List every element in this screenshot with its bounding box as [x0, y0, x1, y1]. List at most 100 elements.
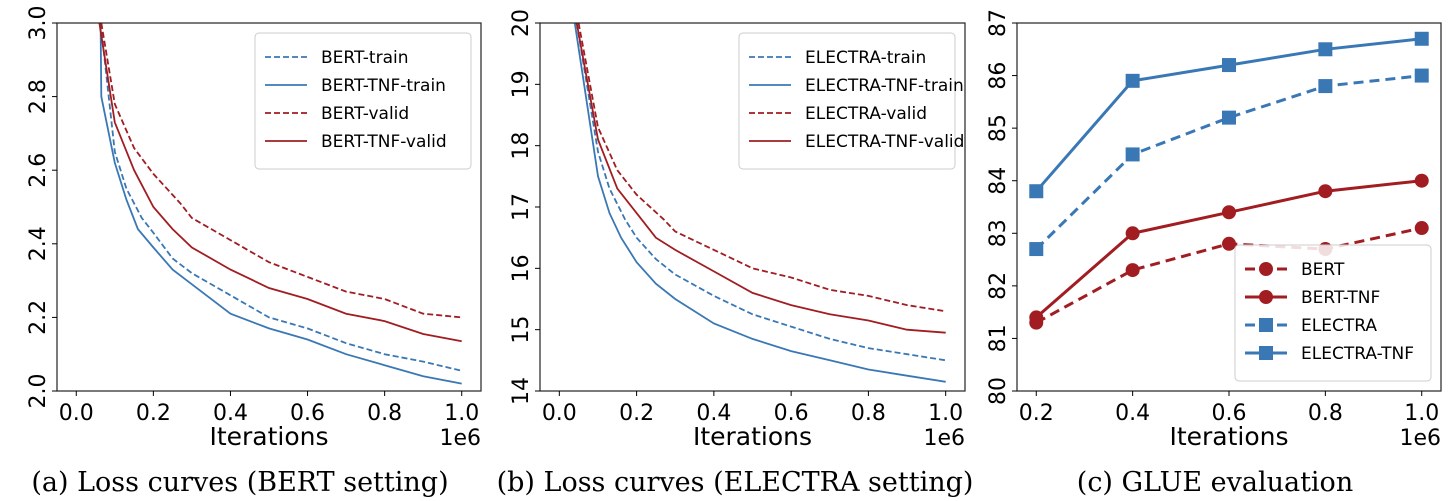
legend-label: BERT-train [321, 48, 409, 68]
series-line-bert-train [99, 23, 462, 372]
x-offset-label: 1e6 [923, 426, 965, 451]
subfigure-caption: (a) Loss curves (BERT setting) [31, 467, 448, 498]
legend-label: ELECTRA [1301, 316, 1377, 336]
data-point-electra-tnf [1414, 31, 1429, 46]
legend: BERT-train BERT-TNF-train BERT-valid BERT-T… [254, 32, 472, 170]
legend-marker-circle-icon [1259, 290, 1273, 304]
series-line-bert-tnf-train [99, 23, 462, 385]
y-tick-label: 3.0 [26, 6, 51, 41]
x-tick-label: 0.8 [1308, 401, 1343, 426]
legend-marker-square-icon [1259, 346, 1273, 360]
y-tick-label: 15 [509, 316, 534, 344]
legend-label: BERT-valid [321, 104, 409, 124]
x-tick-label: 0.6 [774, 401, 809, 426]
y-tick-label: 85 [986, 114, 1011, 142]
legend-marker-circle-icon [1259, 262, 1273, 276]
axes-frame [56, 22, 482, 392]
series-line-bert-valid [100, 23, 462, 319]
data-point-bert-tnf [1222, 205, 1236, 220]
y-tick-label: 19 [509, 70, 534, 98]
data-point-bert-tnf [1318, 184, 1333, 199]
y-tick-label: 2.8 [26, 79, 51, 114]
legend-label: BERT [1301, 260, 1345, 280]
y-tick-label: 86 [986, 62, 1011, 90]
data-point-electra-tnf [1318, 42, 1333, 57]
x-tick-label: 0.2 [1019, 401, 1054, 426]
series-line-electra [1035, 74, 1422, 251]
y-tick-label: 14 [509, 377, 534, 405]
data-point-bert [1222, 236, 1236, 251]
chart-panel-2: 0.2 0.4 0.6 0.8 1.0 80 81 82 83 84 85 86 87 Iteration… [986, 9, 1442, 498]
x-offset-label: 1e6 [439, 426, 481, 451]
legend-label: ELECTRA-TNF [1301, 344, 1414, 364]
legend-label: ELECTRA-train [805, 48, 926, 68]
data-point-electra [1414, 68, 1429, 83]
legend: ELECTRA-train ELECTRA-TNF-train ELECTRA-va… [738, 32, 964, 170]
y-tick-label: 18 [509, 132, 534, 160]
x-tick-label: 0.8 [851, 401, 886, 426]
x-tick-label: 0.2 [619, 401, 654, 426]
y-tick-label: 2.2 [26, 300, 51, 335]
y-tick-label: 83 [986, 219, 1011, 247]
x-tick-label: 0.6 [1212, 401, 1247, 426]
subfigure-caption: (c) GLUE evaluation [1077, 467, 1353, 498]
y-tick-label: 87 [986, 9, 1011, 37]
legend-label: BERT-TNF-valid [321, 132, 447, 152]
x-tick-label: 0.4 [696, 401, 731, 426]
data-point-electra-tnf [1125, 73, 1140, 88]
x-tick-label: 0.4 [213, 401, 248, 426]
x-tick-label: 0.4 [1115, 401, 1150, 426]
data-point-electra-tnf [1222, 58, 1236, 73]
series-line-electra-valid [577, 23, 946, 313]
data-point-bert-tnf [1029, 310, 1044, 325]
subfigure-caption: (b) Loss curves (ELECTRA setting) [497, 467, 974, 498]
y-tick-label: 17 [509, 193, 534, 221]
legend-label: ELECTRA-valid [805, 104, 927, 124]
y-tick-label: 2.0 [26, 374, 51, 409]
data-point-bert [1125, 263, 1140, 278]
legend-box [738, 32, 956, 170]
data-point-bert [1414, 221, 1429, 236]
x-offset-label: 1e6 [1399, 426, 1441, 451]
x-axis-label: Iterations [209, 422, 328, 451]
chart-panel-0: 0.0 0.2 0.4 0.6 0.8 1.0 2.0 2.2 2.4 2.6 2.8 3.0 Iter… [26, 6, 482, 498]
y-tick-label: 2.6 [26, 153, 51, 188]
x-tick-label: 0.0 [542, 401, 577, 426]
series-line-electra-tnf-valid [575, 23, 946, 334]
legend: BERT BERT-TNF ELECTRA ELECTRA-TNF [1234, 244, 1432, 382]
y-tick-label: 81 [986, 324, 1011, 352]
y-tick-label: 16 [509, 254, 534, 282]
y-tick-label: 80 [986, 377, 1011, 405]
x-tick-label: 0.8 [367, 401, 402, 426]
x-tick-label: 0.0 [59, 401, 94, 426]
y-tick-label: 82 [986, 272, 1011, 300]
series-line-bert-tnf-valid [98, 23, 462, 343]
x-tick-label: 1.0 [1404, 401, 1439, 426]
x-axis-label: Iterations [693, 422, 812, 451]
legend-label: BERT-TNF [1301, 288, 1380, 308]
data-point-electra [1029, 242, 1044, 257]
legend-label: ELECTRA-TNF-valid [805, 132, 964, 152]
x-tick-label: 0.2 [136, 401, 171, 426]
legend-box [1234, 244, 1432, 382]
x-tick-label: 1.0 [928, 401, 963, 426]
legend-box [254, 32, 472, 170]
data-point-electra [1125, 147, 1140, 162]
legend-label: BERT-TNF-train [321, 76, 446, 96]
data-point-electra [1318, 79, 1333, 94]
x-tick-label: 0.6 [290, 401, 325, 426]
x-axis-label: Iterations [1169, 422, 1288, 451]
series-line-electra-tnf-train [573, 23, 946, 383]
y-tick-label: 84 [986, 167, 1011, 195]
y-tick-label: 2.4 [26, 226, 51, 261]
legend-label: ELECTRA-TNF-train [805, 76, 964, 96]
series-line-electra-train [575, 23, 946, 362]
data-point-bert-tnf [1414, 173, 1429, 188]
data-point-electra-tnf [1029, 184, 1044, 199]
y-tick-label: 20 [509, 9, 534, 37]
x-tick-label: 1.0 [444, 401, 479, 426]
data-point-bert-tnf [1125, 226, 1140, 241]
chart-panel-1: 0.0 0.2 0.4 0.6 0.8 1.0 14 15 16 17 18 19 20 Iteratio… [497, 9, 974, 498]
data-point-electra [1222, 110, 1236, 125]
